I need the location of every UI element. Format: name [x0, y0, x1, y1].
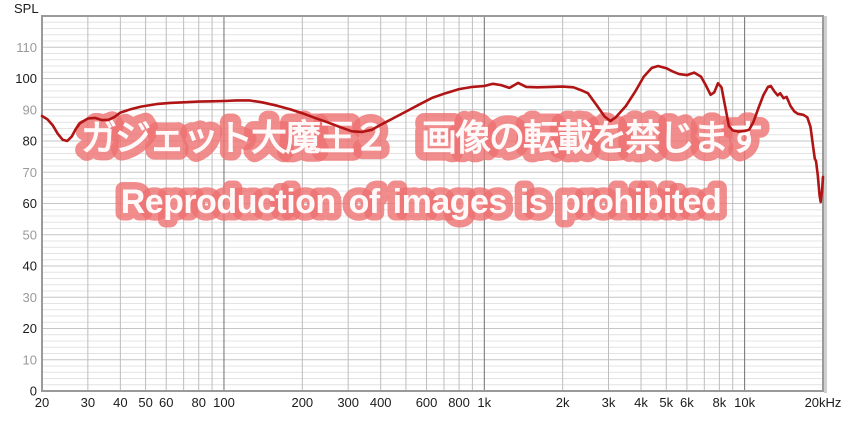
y-tick-label: 80 — [23, 134, 37, 149]
gridlines-major — [42, 46, 823, 361]
plot-border — [41, 15, 824, 392]
frequency-response-curve — [40, 64, 825, 204]
y-axis-tick-labels: 0 10 20 30 40 50 60 70 80 90 100 110 — [15, 40, 37, 399]
watermark: ガジェット大魔王２ 画像の転載を禁じます Reproduction of ima… — [72, 110, 772, 229]
x-tick-label: 20 — [35, 395, 49, 410]
x-tick-label: 100 — [213, 395, 235, 410]
plot-frame-shadow — [824, 16, 827, 393]
watermark-line1-japanese: ガジェット大魔王２ 画像の転載を禁じます — [81, 118, 762, 159]
y-tick-label: 50 — [23, 227, 37, 242]
x-tick-label: 40 — [113, 395, 127, 410]
watermark-line2-english: Reproduction of images is prohibited — [121, 183, 722, 221]
x-tick-label: 800 — [448, 395, 470, 410]
x-tick-label: 10k — [734, 395, 755, 410]
x-tick-label: 2k — [556, 395, 570, 410]
y-tick-label: 70 — [23, 165, 37, 180]
y-tick-label: 30 — [23, 290, 37, 305]
x-tick-label: 30 — [81, 395, 95, 410]
x-tick-label: 20kHz — [805, 395, 842, 410]
x-tick-label: 80 — [192, 395, 206, 410]
x-tick-label: 5k — [659, 395, 673, 410]
y-tick-label: 110 — [16, 40, 37, 55]
gridlines-minor — [42, 21, 823, 386]
x-axis-tick-labels: 20 30 40 50 60 80 100 200 300 400 600 800 1k 2k 3k 4k 5k… — [35, 395, 842, 410]
y-axis-title: SPL — [14, 1, 39, 16]
x-tick-label: 3k — [602, 395, 616, 410]
gridlines-vertical — [87, 16, 746, 391]
y-tick-label: 0 — [30, 384, 37, 399]
x-tick-label: 200 — [291, 395, 313, 410]
x-tick-label: 4k — [634, 395, 648, 410]
x-tick-label: 6k — [680, 395, 694, 410]
x-tick-label: 600 — [416, 395, 438, 410]
y-tick-label: 90 — [23, 102, 37, 117]
x-tick-label: 8k — [713, 395, 727, 410]
y-tick-label: 20 — [23, 321, 37, 336]
y-tick-label: 40 — [23, 259, 37, 274]
x-tick-label: 400 — [370, 395, 392, 410]
x-tick-label: 60 — [159, 395, 173, 410]
y-tick-label: 60 — [23, 196, 37, 211]
y-tick-label: 10 — [23, 352, 37, 367]
y-tick-label: 100 — [15, 71, 37, 86]
x-tick-label: 1k — [477, 395, 491, 410]
x-tick-label: 300 — [337, 395, 359, 410]
x-tick-label: 50 — [138, 395, 152, 410]
